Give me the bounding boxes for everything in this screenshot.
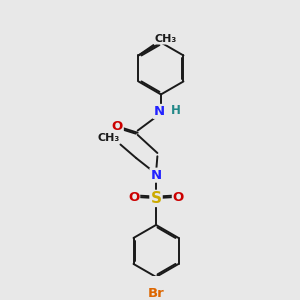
Text: N: N bbox=[154, 105, 165, 118]
Text: N: N bbox=[151, 169, 162, 182]
Text: O: O bbox=[112, 120, 123, 133]
Text: CH₃: CH₃ bbox=[154, 34, 177, 44]
Text: H: H bbox=[171, 104, 181, 117]
Text: O: O bbox=[128, 190, 139, 203]
Text: S: S bbox=[151, 191, 161, 206]
Text: Br: Br bbox=[148, 287, 164, 300]
Text: CH₃: CH₃ bbox=[97, 133, 119, 143]
Text: O: O bbox=[173, 190, 184, 203]
